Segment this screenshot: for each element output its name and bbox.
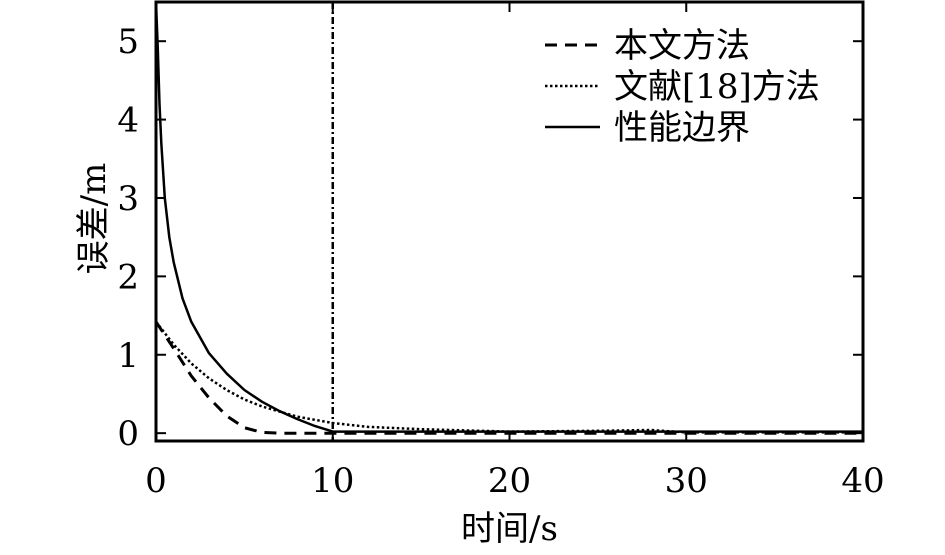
y-tick-label: 4 [117, 101, 139, 141]
y-tick-label: 3 [117, 179, 139, 219]
y-axis-label: 误差/m [74, 163, 114, 275]
y-tick-label: 0 [117, 414, 139, 454]
legend-label-2: 文献[18]方法 [614, 67, 820, 107]
series-line-1 [154, 320, 863, 435]
x-axis-label: 时间/s [461, 509, 558, 549]
series-layer [154, 1, 863, 435]
y-tick-label: 2 [117, 257, 139, 297]
legend-label-3: 性能边界 [614, 108, 750, 148]
y-tick-label: 1 [117, 336, 139, 376]
x-tick-label: 0 [145, 461, 167, 501]
legend-label-1: 本文方法 [614, 26, 750, 66]
x-tick-label: 40 [841, 461, 884, 501]
x-tick-label: 20 [488, 461, 531, 501]
x-axis-ticks: 0 10 20 30 40 [145, 2, 885, 501]
x-tick-label: 30 [665, 461, 708, 501]
y-tick-label: 5 [117, 22, 139, 62]
x-tick-label: 10 [311, 461, 354, 501]
series-line-3 [154, 1, 863, 433]
y-axis-ticks: 0 1 2 3 4 5 [117, 22, 863, 454]
